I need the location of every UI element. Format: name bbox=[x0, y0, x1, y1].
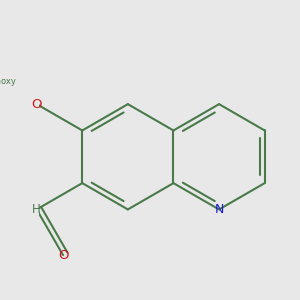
Text: H: H bbox=[32, 203, 41, 216]
Text: O: O bbox=[58, 248, 68, 262]
Text: methoxy: methoxy bbox=[0, 77, 16, 86]
Text: O: O bbox=[32, 98, 42, 111]
Text: N: N bbox=[214, 203, 224, 216]
